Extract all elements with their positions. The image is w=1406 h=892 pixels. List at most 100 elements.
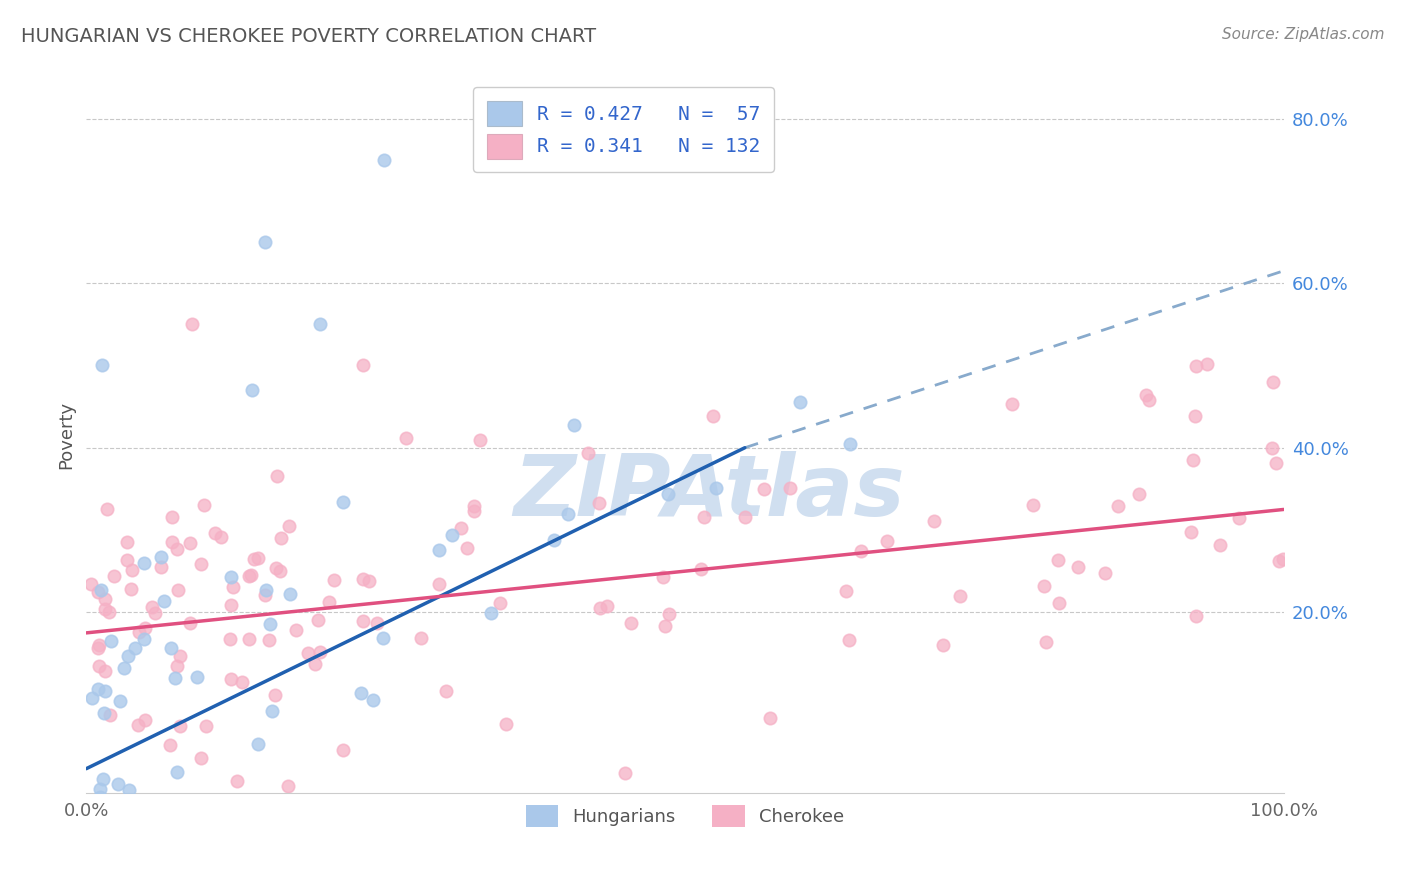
Point [278, 518, 301, 533]
Point [186, 670, 208, 684]
Point [128, 625, 150, 640]
Point [179, 615, 201, 630]
Text: Source: ZipAtlas.com: Source: ZipAtlas.com [1222, 27, 1385, 42]
Point [90, 582, 112, 597]
Point [270, 532, 292, 546]
Point [1265, 456, 1288, 470]
Point [876, 534, 898, 549]
Point [1035, 634, 1057, 648]
Point [107, 776, 129, 790]
Point [1135, 388, 1157, 402]
Point [77, 811, 100, 825]
Point [1066, 560, 1088, 574]
Point [479, 606, 502, 620]
Point [115, 553, 138, 567]
Point [108, 694, 131, 708]
Point [225, 774, 247, 789]
Point [366, 615, 388, 630]
Point [1032, 579, 1054, 593]
Point [789, 395, 811, 409]
Point [332, 494, 354, 508]
Point [1046, 552, 1069, 566]
Point [1185, 609, 1208, 624]
Point [651, 569, 673, 583]
Point [468, 433, 491, 447]
Point [1271, 552, 1294, 566]
Point [87, 585, 110, 599]
Point [247, 737, 270, 751]
Point [194, 719, 217, 733]
Point [219, 632, 242, 647]
Point [124, 640, 146, 655]
Point [456, 541, 478, 555]
Point [1185, 359, 1208, 373]
Point [143, 607, 166, 621]
Point [94, 592, 117, 607]
Point [284, 623, 307, 637]
Point [557, 507, 579, 521]
Point [1181, 453, 1204, 467]
Point [222, 581, 245, 595]
Point [1107, 499, 1129, 513]
Point [758, 711, 780, 725]
Point [576, 446, 599, 460]
Point [100, 634, 122, 648]
Point [80, 577, 103, 591]
Point [734, 510, 756, 524]
Point [1197, 357, 1219, 371]
Point [263, 688, 285, 702]
Point [117, 648, 139, 663]
Point [693, 509, 716, 524]
Point [269, 564, 291, 578]
Point [83, 811, 105, 825]
Point [849, 544, 872, 558]
Point [835, 584, 858, 599]
Point [93, 706, 115, 720]
Point [87, 681, 110, 696]
Point [254, 588, 277, 602]
Point [450, 521, 472, 535]
Point [149, 560, 172, 574]
Point [658, 607, 681, 621]
Point [179, 535, 201, 549]
Point [162, 510, 184, 524]
Point [427, 543, 450, 558]
Point [120, 582, 142, 596]
Point [318, 595, 340, 609]
Point [1261, 375, 1284, 389]
Point [103, 569, 125, 583]
Point [838, 437, 860, 451]
Point [80, 691, 103, 706]
Point [352, 614, 374, 628]
Point [105, 811, 128, 825]
Point [160, 534, 183, 549]
Point [1128, 486, 1150, 500]
Point [259, 616, 281, 631]
Point [256, 582, 278, 597]
Point [205, 811, 228, 825]
Point [754, 483, 776, 497]
Point [134, 621, 156, 635]
Point [690, 562, 713, 576]
Point [238, 632, 260, 646]
Point [657, 487, 679, 501]
Point [204, 526, 226, 541]
Point [260, 704, 283, 718]
Point [84, 811, 107, 825]
Point [247, 551, 270, 566]
Point [181, 318, 204, 332]
Point [1208, 538, 1230, 552]
Point [134, 632, 156, 646]
Point [702, 409, 724, 423]
Point [163, 671, 186, 685]
Point [239, 568, 262, 582]
Point [350, 686, 373, 700]
Point [562, 417, 585, 432]
Point [153, 594, 176, 608]
Point [949, 589, 972, 603]
Point [122, 810, 145, 824]
Text: HUNGARIAN VS CHEROKEE POVERTY CORRELATION CHART: HUNGARIAN VS CHEROKEE POVERTY CORRELATIO… [21, 27, 596, 45]
Point [654, 619, 676, 633]
Point [779, 481, 801, 495]
Point [134, 713, 156, 727]
